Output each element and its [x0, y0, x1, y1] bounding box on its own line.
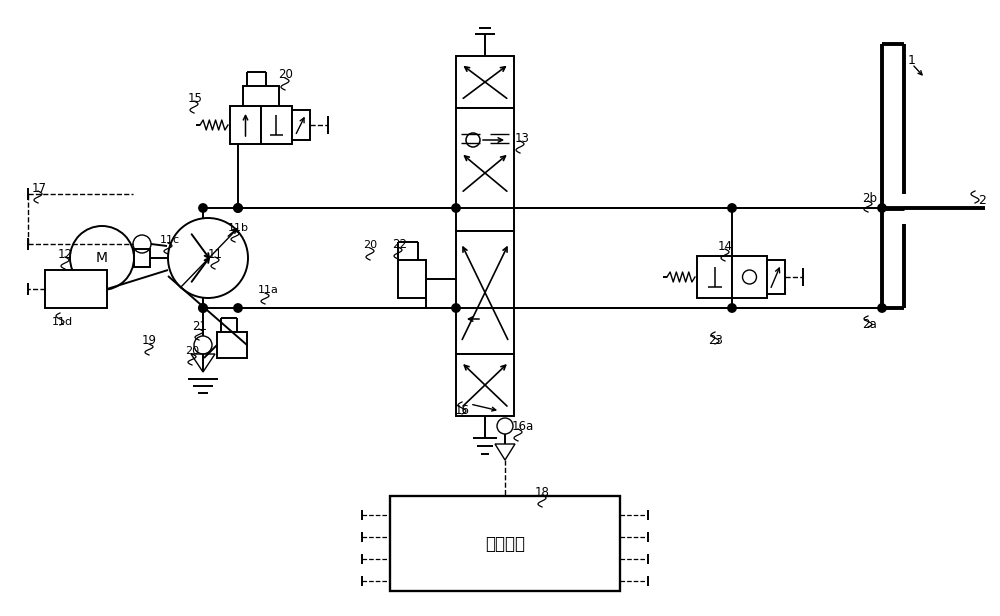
- Text: 14: 14: [718, 240, 733, 253]
- Text: 11a: 11a: [258, 285, 279, 295]
- Bar: [456, 231, 514, 354]
- Text: 2b: 2b: [862, 192, 877, 205]
- Bar: [456, 354, 514, 416]
- Bar: [45, 270, 107, 308]
- Text: 11c: 11c: [160, 235, 180, 245]
- Circle shape: [234, 204, 242, 212]
- Text: 11b: 11b: [228, 223, 249, 233]
- Bar: [134, 249, 150, 267]
- Text: M: M: [96, 251, 108, 265]
- Text: 11: 11: [208, 248, 223, 261]
- Text: 2: 2: [978, 193, 986, 206]
- Bar: [697, 256, 732, 298]
- Circle shape: [728, 304, 736, 312]
- Bar: [767, 260, 785, 294]
- Bar: [390, 496, 620, 591]
- Text: 20: 20: [185, 346, 199, 356]
- Circle shape: [199, 304, 207, 312]
- Bar: [732, 256, 767, 298]
- Text: 21: 21: [192, 320, 207, 333]
- Text: 1: 1: [908, 54, 916, 68]
- Text: 16: 16: [455, 405, 470, 418]
- Text: 20: 20: [278, 68, 293, 81]
- Text: 11d: 11d: [52, 317, 73, 327]
- Text: 22: 22: [392, 238, 407, 251]
- Circle shape: [728, 204, 736, 212]
- Text: 18: 18: [535, 485, 550, 498]
- Text: 15: 15: [188, 92, 203, 105]
- Circle shape: [199, 304, 207, 312]
- Circle shape: [878, 204, 886, 212]
- Bar: [456, 56, 514, 108]
- Text: 19: 19: [142, 334, 157, 347]
- Bar: [292, 110, 310, 140]
- Circle shape: [199, 204, 207, 212]
- Bar: [217, 332, 247, 358]
- Circle shape: [452, 204, 460, 212]
- Bar: [398, 260, 426, 298]
- Circle shape: [878, 304, 886, 312]
- Bar: [456, 108, 514, 231]
- Text: 23: 23: [708, 334, 723, 347]
- Circle shape: [234, 304, 242, 312]
- Text: 17: 17: [32, 182, 47, 195]
- Text: 13: 13: [515, 131, 530, 145]
- Text: 2a: 2a: [862, 317, 877, 331]
- Circle shape: [234, 204, 242, 212]
- Text: 16a: 16a: [512, 419, 534, 432]
- Bar: [243, 86, 279, 106]
- Bar: [261, 106, 292, 144]
- Circle shape: [452, 304, 460, 312]
- Bar: [230, 106, 261, 144]
- Text: 20: 20: [363, 240, 377, 250]
- Text: 控制装置: 控制装置: [485, 535, 525, 553]
- Text: 12: 12: [58, 248, 73, 261]
